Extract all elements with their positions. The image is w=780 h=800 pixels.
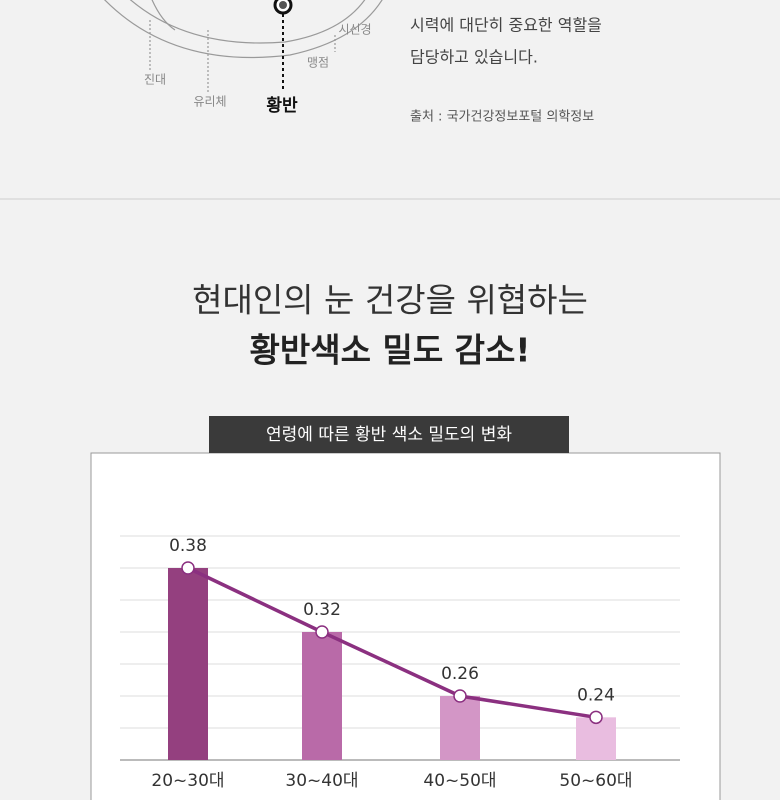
x-tick-label: 30~40대 [285, 771, 358, 791]
heading: 현대인의 눈 건강을 위협하는 [192, 281, 588, 320]
chart-title-box [209, 416, 569, 453]
eye-label: 시신경 [338, 23, 371, 37]
data-label: 0.32 [303, 600, 341, 620]
x-tick-label: 20~30대 [151, 771, 224, 791]
eye-label: 유리체 [193, 95, 226, 109]
data-label: 0.26 [441, 664, 479, 684]
eye-diagram [104, 0, 383, 92]
point [315, 625, 329, 639]
bar [440, 696, 480, 760]
body-text: 시력에 대단히 중요한 역할을 [410, 16, 602, 35]
eye-label: 진대 [144, 73, 166, 87]
source: 출처 : 국가건강정보포털 의학정보 [410, 110, 594, 125]
x-tick-label: 40~50대 [423, 771, 496, 791]
x-tick-label: 50~60대 [559, 771, 632, 791]
heading: 황반색소 밀도 감소! [250, 331, 531, 370]
chart-title: 연령에 따른 황반 색소 밀도의 변화 [266, 425, 512, 445]
body-text: 담당하고 있습니다. [410, 48, 538, 67]
data-label: 0.38 [169, 536, 207, 556]
bar [168, 568, 208, 760]
bar [302, 632, 342, 760]
macula-dot-core [279, 1, 287, 9]
point [589, 710, 603, 725]
bar [576, 717, 616, 760]
data-label: 0.24 [577, 685, 615, 705]
trend-line [187, 566, 597, 720]
point [453, 689, 467, 703]
point [181, 561, 195, 575]
eye-label: 맹점 [307, 56, 329, 70]
macula-label: 황반 [266, 96, 298, 116]
